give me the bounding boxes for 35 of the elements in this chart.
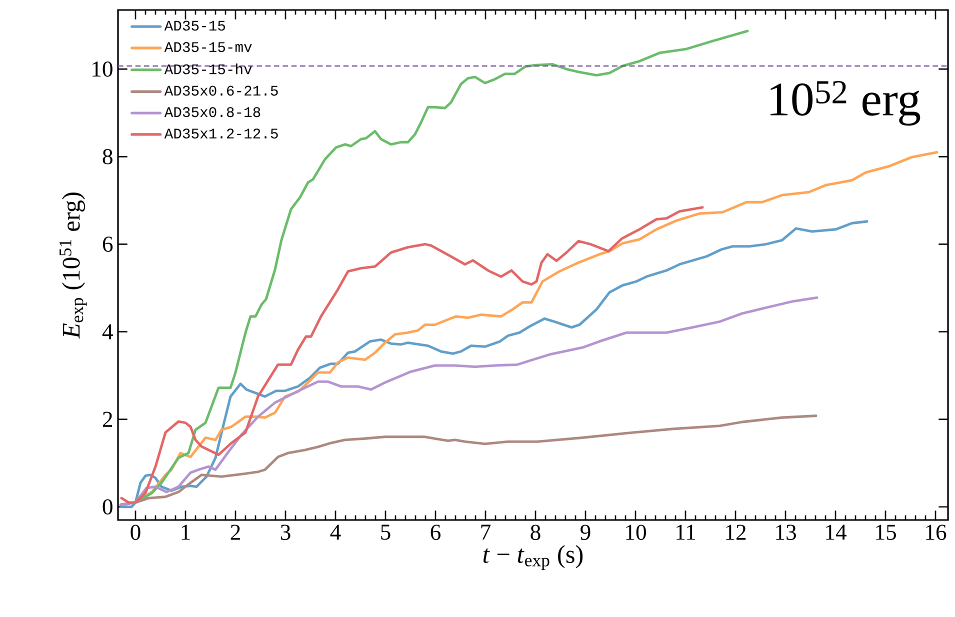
legend-label: AD35x1.2-12.5: [164, 128, 278, 139]
ref-line-label: 10$^{52}$ erg: [770, 80, 920, 126]
x-tick-label: 16: [926, 524, 946, 540]
x-tick-label: 15: [876, 524, 896, 540]
x-tick-label: 10: [626, 524, 646, 540]
line-series: [119, 30, 749, 506]
x-tick-label: 4: [330, 524, 341, 540]
legend-label: AD35x0.8-18: [164, 107, 260, 118]
y-tick-label: 2: [102, 412, 112, 427]
x-tick-label: 8: [530, 524, 540, 540]
y-tick-label: 0: [102, 499, 112, 515]
legend-label: AD35-15: [164, 20, 226, 31]
x-tick-label: 5: [381, 524, 390, 540]
x-tick-label: 7: [481, 524, 491, 540]
x-tick-label: 9: [580, 524, 590, 540]
x-tick-label: 6: [430, 524, 441, 540]
y-tick-label: 6: [102, 236, 113, 252]
x-tick-label: 2: [230, 524, 240, 540]
x-tick-label: 12: [726, 524, 746, 540]
x-tick-label: 13: [776, 524, 796, 540]
legend-label: AD35-15-hv: [164, 64, 252, 74]
y-axis-title: E$_{exp}$ (10$^{51}$ erg): [60, 192, 87, 339]
x-tick-label: 11: [676, 524, 696, 540]
y-tick-label: 10: [92, 61, 112, 77]
y-tick-label: 8: [102, 148, 112, 164]
x-tick-label: 0: [130, 524, 140, 540]
x-tick-label: 3: [280, 524, 290, 540]
line-series: [120, 220, 868, 508]
legend-label: AD35x0.6-21.5: [164, 86, 278, 96]
x-axis-title: t − t$_{exp}$ (s): [483, 545, 583, 570]
x-tick-label: 1: [182, 524, 190, 540]
line-series: [120, 206, 704, 504]
legend-label: AD35-15-mv: [164, 42, 252, 52]
x-tick-label: 14: [826, 524, 846, 540]
y-tick-label: 4: [102, 324, 113, 340]
